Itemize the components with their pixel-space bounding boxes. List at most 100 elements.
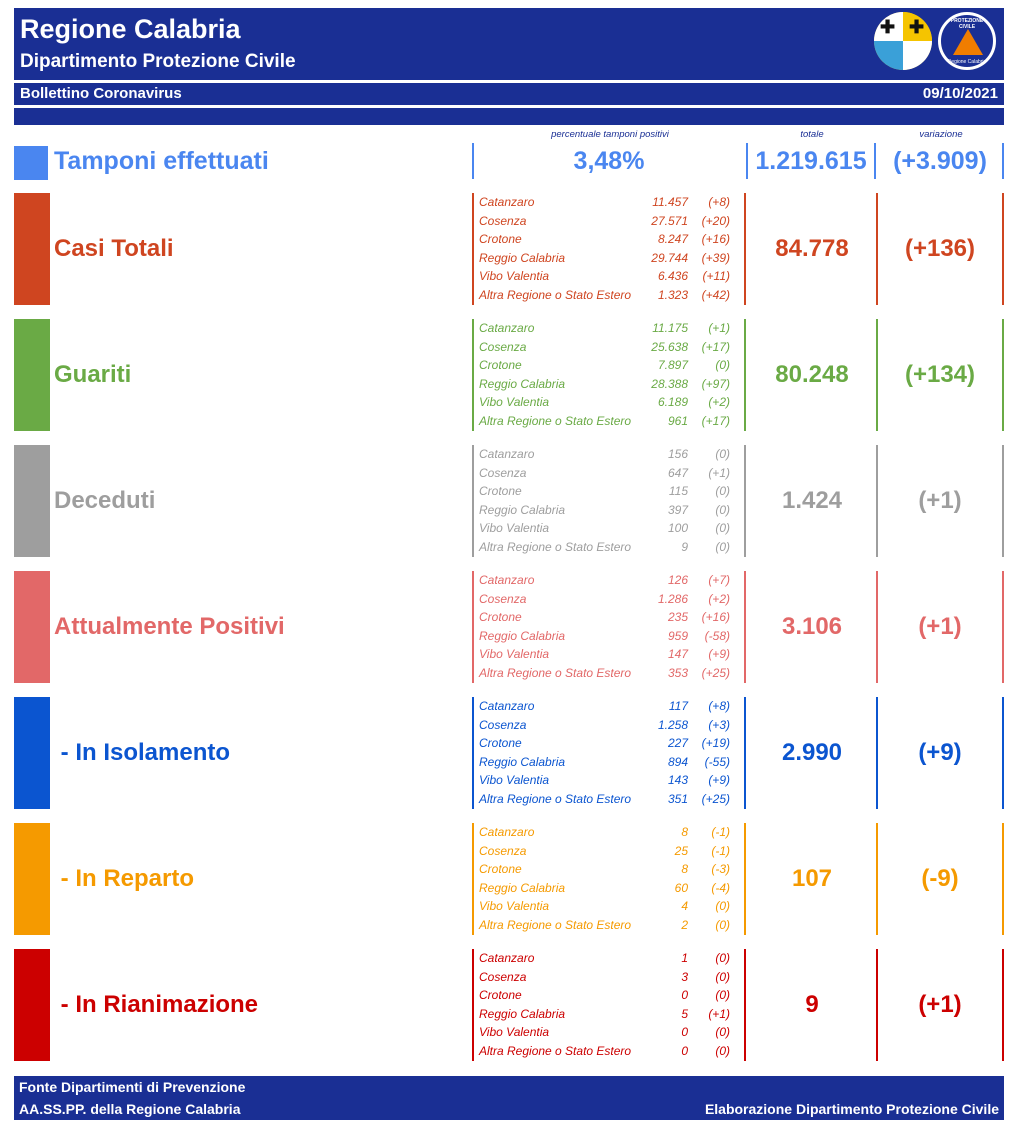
province-row: Reggio Calabria 5 (+1) xyxy=(474,1005,744,1024)
section-title: - In Isolamento xyxy=(54,739,231,766)
province-value: 11.175 xyxy=(652,321,688,335)
province-row: Crotone 7.897 (0) xyxy=(474,356,744,375)
province-list: Catanzaro 11.175 (+1) Cosenza 25.638 (+17) Cro… xyxy=(472,319,746,431)
section-swatch xyxy=(14,949,50,1061)
province-name: Cosenza xyxy=(479,339,527,354)
province-variation: (+2) xyxy=(708,591,730,606)
province-variation: (+25) xyxy=(701,665,730,680)
province-name: Altra Regione o Stato Estero xyxy=(479,1043,632,1058)
province-variation: (+8) xyxy=(708,195,730,209)
footer-source-line1: Fonte Dipartimenti di Prevenzione xyxy=(19,1079,246,1095)
province-row: Reggio Calabria 29.744 (+39) xyxy=(474,249,744,268)
header-banner: Regione Calabria Dipartimento Protezione… xyxy=(14,8,1004,80)
section-guariti: Guariti Catanzaro 11.175 (+1) Cosenza 25.638 (… xyxy=(14,319,1004,431)
province-name: Altra Regione o Stato Estero xyxy=(479,413,632,428)
section-swatch xyxy=(14,319,50,431)
logos: ✚ ✚ PROTEZIONE CIVILE Regione Calabria xyxy=(874,12,996,74)
province-list: Catanzaro 8 (-1) Cosenza 25 (-1) Crotone 8 (-3) R… xyxy=(472,823,746,935)
province-variation: (-58) xyxy=(704,628,730,643)
province-value: 29.744 xyxy=(651,250,688,265)
footer-source-line2: AA.SS.PP. della Regione Calabria xyxy=(19,1101,241,1117)
province-row: Altra Regione o Stato Estero 2 (0) xyxy=(474,916,744,935)
province-value: 353 xyxy=(667,665,688,680)
province-name: Reggio Calabria xyxy=(479,250,566,265)
region-title: Regione Calabria xyxy=(20,14,241,44)
province-value: 126 xyxy=(667,573,688,587)
province-variation: (0) xyxy=(715,1025,730,1040)
section-variation: (+1) xyxy=(876,445,1004,557)
section-deceduti: Deceduti Catanzaro 156 (0) Cosenza 647 (+1) Cro… xyxy=(14,445,1004,557)
province-row: Catanzaro 11.175 (+1) xyxy=(474,319,744,338)
province-variation: (0) xyxy=(715,969,730,984)
divider-bar xyxy=(14,108,1004,125)
tamponi-percent: 3,48% xyxy=(472,143,744,179)
section-variation: (+134) xyxy=(876,319,1004,431)
province-variation: (-3) xyxy=(711,862,730,877)
tamponi-total: 1.219.615 xyxy=(746,143,876,179)
province-list: Catanzaro 11.457 (+8) Cosenza 27.571 (+20) Cro… xyxy=(472,193,746,305)
province-row: Altra Regione o Stato Estero 353 (+25) xyxy=(474,664,744,683)
province-value: 8 xyxy=(681,825,688,839)
section-total: 9 xyxy=(805,991,819,1018)
section-total: 1.424 xyxy=(781,487,843,514)
province-name: Vibo Valentia xyxy=(479,647,550,662)
province-row: Altra Regione o Stato Estero 961 (+17) xyxy=(474,412,744,431)
province-variation: (+8) xyxy=(708,699,730,713)
province-variation: (-55) xyxy=(704,754,730,769)
section-title: Attualmente Positivi xyxy=(54,613,285,640)
province-variation: (-4) xyxy=(711,880,730,895)
province-variation: (0) xyxy=(715,447,730,461)
section-title: - In Reparto xyxy=(54,865,195,892)
section-title: - In Rianimazione xyxy=(54,991,259,1018)
protezione-civile-logo-icon: PROTEZIONE CIVILE Regione Calabria xyxy=(938,12,996,70)
province-name: Catanzaro xyxy=(479,321,535,335)
province-variation: (+1) xyxy=(708,321,730,335)
province-variation: (+9) xyxy=(708,773,730,788)
section-swatch xyxy=(14,697,50,809)
province-name: Altra Regione o Stato Estero xyxy=(479,539,632,554)
section-variation: (+1) xyxy=(876,949,1004,1061)
province-variation: (+9) xyxy=(708,647,730,662)
province-name: Cosenza xyxy=(479,591,527,606)
province-value: 3 xyxy=(681,969,688,984)
province-row: Cosenza 1.258 (+3) xyxy=(474,716,744,735)
province-row: Altra Regione o Stato Estero 0 (0) xyxy=(474,1042,744,1061)
province-value: 143 xyxy=(667,773,688,788)
bulletin-date: 09/10/2021 xyxy=(922,85,998,102)
province-name: Reggio Calabria xyxy=(479,1006,566,1021)
province-value: 959 xyxy=(667,628,688,643)
section-swatch xyxy=(14,193,50,305)
province-row: Cosenza 27.571 (+20) xyxy=(474,212,744,231)
province-value: 647 xyxy=(667,465,688,480)
province-value: 60 xyxy=(674,880,688,895)
province-value: 1.286 xyxy=(657,591,688,606)
province-row: Vibo Valentia 6.436 (+11) xyxy=(474,267,744,286)
province-variation: (0) xyxy=(715,917,730,932)
province-name: Catanzaro xyxy=(479,573,535,587)
province-name: Altra Regione o Stato Estero xyxy=(479,791,632,806)
section-variation: (+136) xyxy=(876,193,1004,305)
section-total: 107 xyxy=(791,865,833,892)
province-name: Altra Regione o Stato Estero xyxy=(479,665,632,680)
province-name: Crotone xyxy=(479,862,522,877)
section-swatch xyxy=(14,445,50,557)
province-name: Catanzaro xyxy=(479,951,535,965)
province-name: Catanzaro xyxy=(479,447,535,461)
province-row: Reggio Calabria 28.388 (+97) xyxy=(474,375,744,394)
province-row: Vibo Valentia 0 (0) xyxy=(474,1023,744,1042)
province-name: Altra Regione o Stato Estero xyxy=(479,287,632,302)
col-header-perc: percentuale tamponi positivi xyxy=(551,129,669,140)
section-in-reparto: - In Reparto Catanzaro 8 (-1) Cosenza 25 (-1) C… xyxy=(14,823,1004,935)
province-value: 28.388 xyxy=(651,376,688,391)
province-variation: (+11) xyxy=(702,269,730,284)
province-value: 115 xyxy=(668,484,688,499)
province-variation: (+17) xyxy=(701,339,730,354)
province-row: Cosenza 647 (+1) xyxy=(474,464,744,483)
section-title: Guariti xyxy=(54,361,132,388)
province-row: Catanzaro 156 (0) xyxy=(474,445,744,464)
province-name: Crotone xyxy=(479,358,522,373)
province-value: 1 xyxy=(681,951,688,965)
province-variation: (+19) xyxy=(701,736,730,751)
province-value: 5 xyxy=(681,1006,688,1021)
province-row: Cosenza 1.286 (+2) xyxy=(474,590,744,609)
